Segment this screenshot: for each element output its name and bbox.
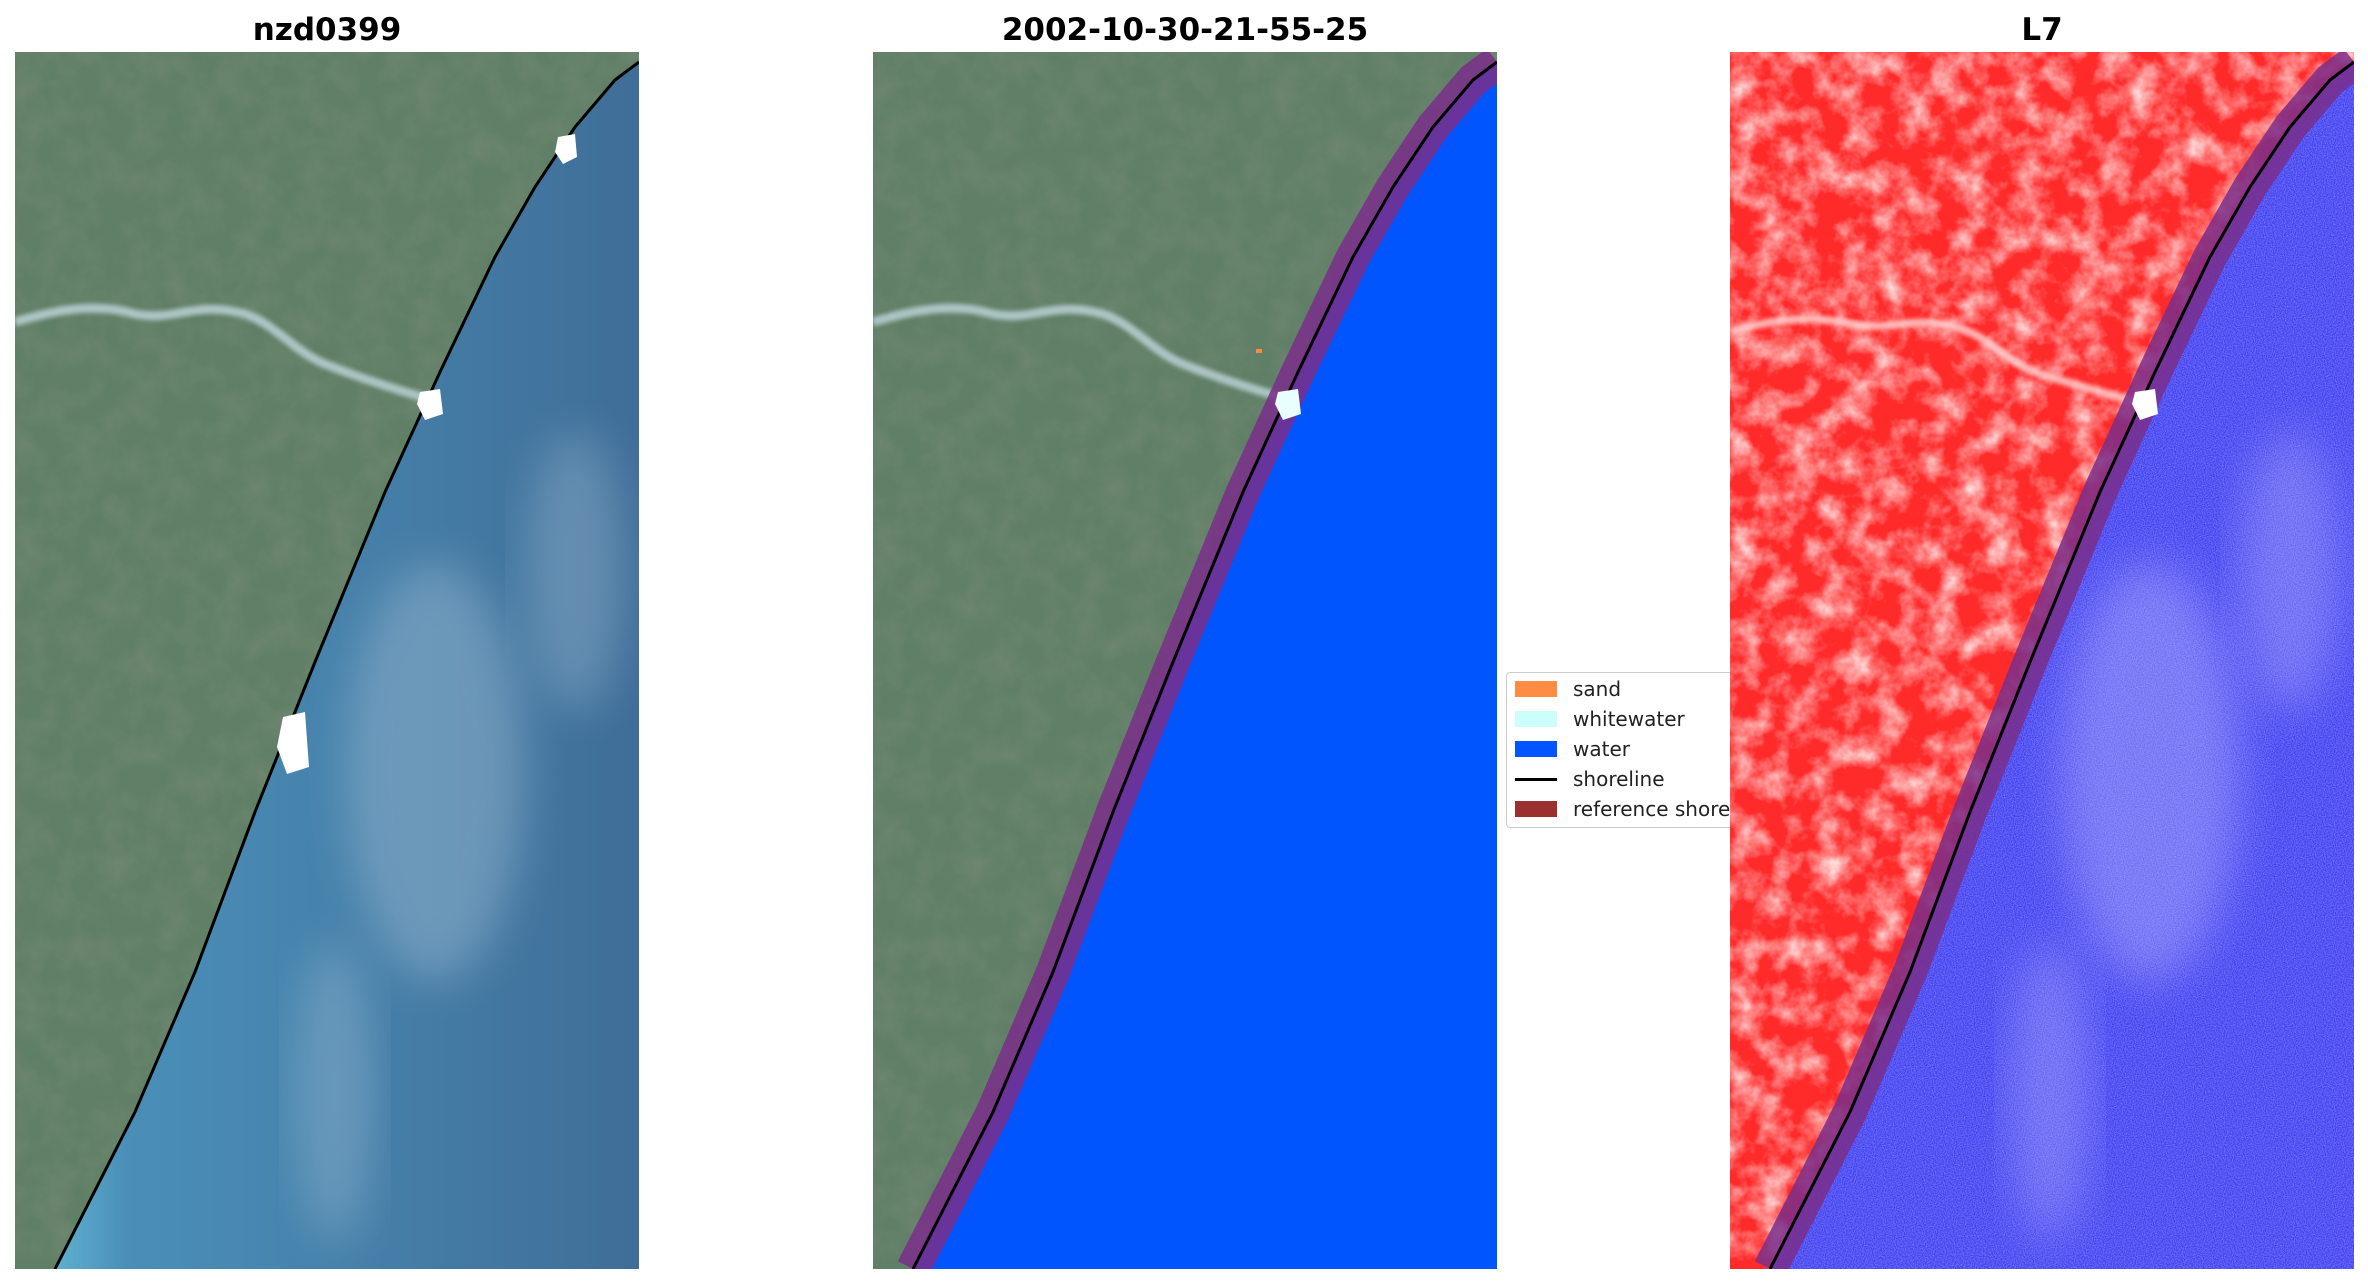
legend-label: whitewater — [1573, 707, 1685, 731]
legend: sand whitewater water shoreline referenc… — [1506, 672, 1736, 828]
detected-shoreline — [53, 60, 639, 1269]
legend-item-shoreline: shoreline — [1507, 765, 1736, 793]
panel-title-image-id: nzd0399 — [252, 12, 402, 48]
reference-shoreline-swatch — [1515, 801, 1557, 817]
legend-label: sand — [1573, 677, 1622, 701]
sand-patch — [1256, 349, 1262, 353]
panel-title-satellite: L7 — [2021, 12, 2063, 48]
legend-item-whitewater: whitewater — [1507, 705, 1736, 733]
classified-image — [873, 52, 1497, 1269]
rgb-satellite-image — [15, 52, 639, 1269]
legend-item-sand: sand — [1507, 675, 1736, 703]
water-index-image — [1730, 52, 2354, 1269]
legend-item-water: water — [1507, 735, 1736, 763]
sea-area — [55, 62, 639, 1269]
detected-shoreline — [911, 60, 1497, 1269]
panel-title-date: 2002-10-30-21-55-25 — [1001, 12, 1369, 48]
shoreline-line-swatch — [1515, 778, 1557, 781]
sand-swatch — [1515, 681, 1557, 697]
cloud-haze — [345, 562, 525, 982]
legend-item-reference-shoreline: reference shoreline — [1507, 795, 1736, 823]
river — [15, 303, 447, 409]
detected-shoreline — [1768, 60, 2354, 1269]
whitewater-patch — [1275, 389, 1301, 420]
legend-label: reference shoreline — [1573, 797, 1736, 821]
cloud-patch — [555, 134, 577, 164]
legend-label: water — [1573, 737, 1630, 761]
water-swatch — [1515, 741, 1557, 757]
legend-label: shoreline — [1573, 767, 1665, 791]
cloud-patch — [2132, 389, 2158, 420]
whitewater-swatch — [1515, 711, 1557, 727]
